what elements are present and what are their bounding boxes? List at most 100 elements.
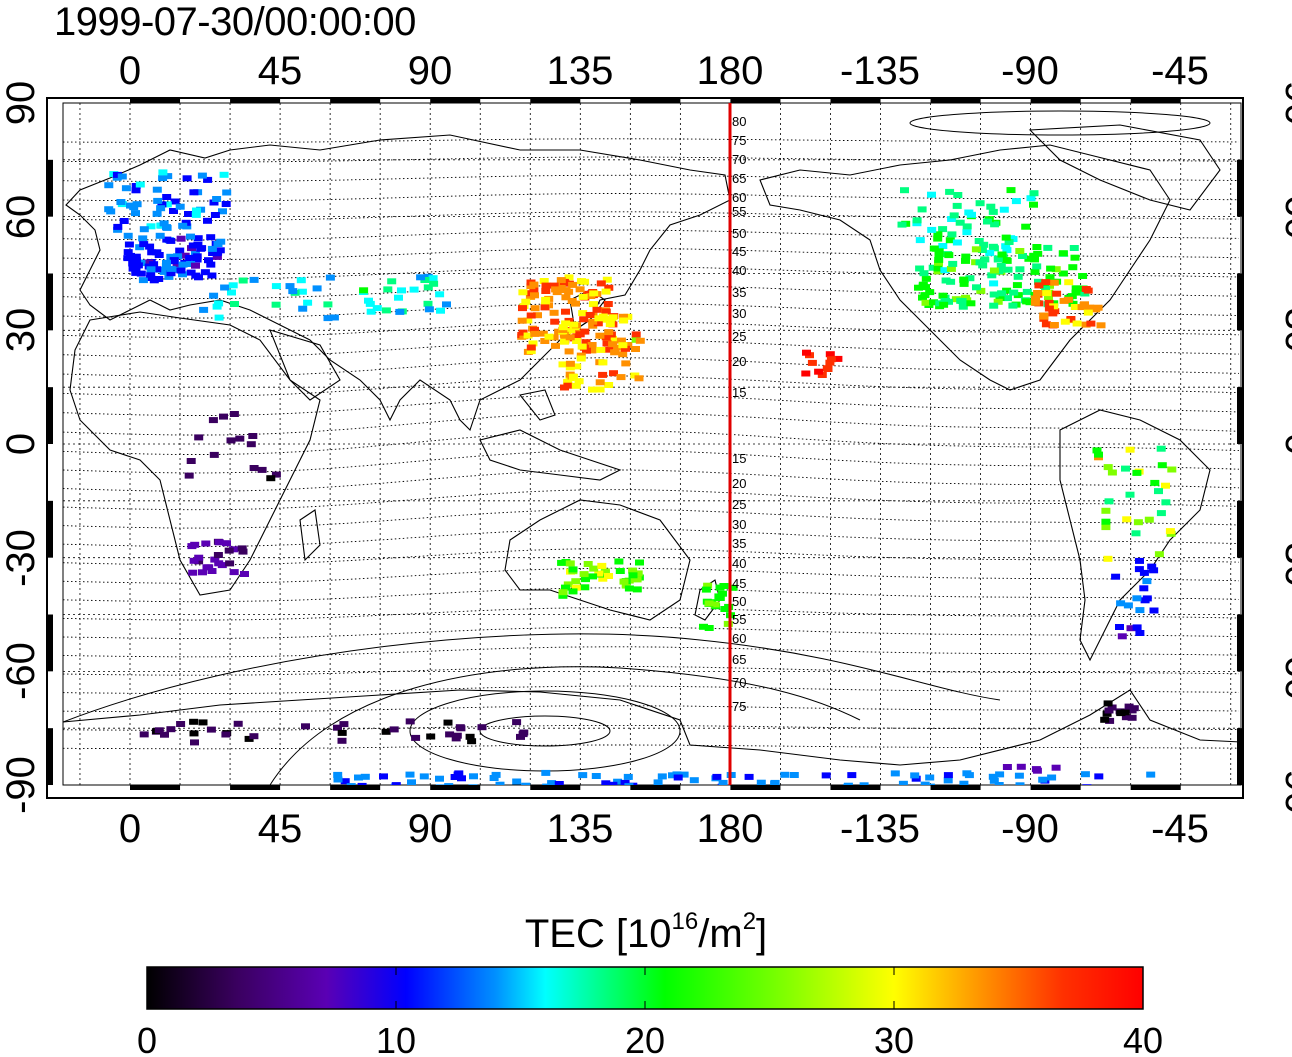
- tec-pixel: [303, 299, 313, 306]
- tec-pixel: [957, 298, 967, 304]
- tec-pixel: [588, 301, 598, 308]
- tec-pixel: [990, 221, 1000, 228]
- tec-pixel: [1070, 304, 1080, 310]
- tec-pixel: [595, 379, 605, 386]
- tec-pixel: [190, 541, 200, 548]
- tec-pixel: [164, 273, 174, 280]
- tec-pixel: [162, 259, 171, 266]
- coastline-9: [1028, 124, 1221, 211]
- tec-pixel: [104, 182, 114, 189]
- colorbar-ticks: 0 10 20 30 40: [137, 967, 1163, 1057]
- tec-pixel: [989, 291, 999, 298]
- coastline-8: [759, 144, 1171, 391]
- tec-pixel: [1030, 256, 1039, 263]
- right-lat-label: 60: [1277, 195, 1292, 240]
- tec-pixel: [186, 458, 196, 464]
- tec-pixel: [1123, 602, 1133, 609]
- tec-pixel: [718, 590, 727, 597]
- tec-pixel: [1049, 279, 1059, 286]
- tec-pixel: [185, 254, 195, 261]
- tec-pixel: [1132, 469, 1142, 476]
- tec-pixel: [833, 355, 843, 362]
- tec-pixel: [1032, 767, 1042, 774]
- tec-pixel: [271, 301, 281, 308]
- tec-pixel: [770, 779, 780, 785]
- tec-pixel: [526, 312, 536, 319]
- tec-pixel: [941, 277, 951, 284]
- tec-pixel: [139, 241, 149, 248]
- tec-pixel: [558, 589, 568, 596]
- tec-pixel: [541, 282, 551, 289]
- tec-pixel: [631, 331, 641, 338]
- tec-pixel: [953, 192, 963, 198]
- tec-pixel: [423, 300, 433, 307]
- tec-pixel: [333, 776, 343, 783]
- tec-pixel: [194, 274, 203, 281]
- tec-pixel: [1039, 282, 1049, 289]
- tec-pixel: [1022, 288, 1032, 295]
- tec-pixel: [568, 281, 578, 288]
- tec-pixel: [214, 539, 224, 546]
- tec-pixel: [628, 567, 638, 574]
- meridian-label: 40: [732, 556, 746, 571]
- tec-pixel: [112, 171, 122, 178]
- tec-pixel: [581, 576, 590, 583]
- meridian-label: 30: [732, 517, 746, 532]
- tec-pixel: [131, 256, 141, 263]
- meridian-label: 45: [732, 244, 746, 259]
- tec-pixel: [423, 284, 433, 291]
- meridian-label: 30: [732, 306, 746, 321]
- colorbar-tick-label: 30: [874, 1020, 914, 1057]
- right-lat-label: -90: [1277, 756, 1292, 814]
- tec-pixel: [1077, 304, 1087, 311]
- left-lat-labels: 90 60 30 0 -30 -60 -90: [0, 81, 43, 814]
- bottom-lon-label: 180: [697, 807, 764, 851]
- tec-pixel: [1127, 707, 1137, 714]
- tec-pixel: [563, 378, 573, 385]
- tec-pixel: [994, 782, 1004, 785]
- tec-pixel: [989, 280, 999, 287]
- tec-pixel: [405, 718, 415, 725]
- tec-pixel: [1041, 321, 1051, 328]
- tec-pixel: [579, 571, 589, 578]
- tec-pixel: [477, 724, 487, 731]
- tec-pixel: [153, 197, 163, 204]
- tec-pixel: [1070, 254, 1080, 261]
- tec-pixel: [618, 342, 628, 349]
- tec-pixel: [1004, 239, 1014, 245]
- tec-pixel: [1068, 264, 1078, 271]
- bottom-lon-label: 0: [119, 807, 141, 851]
- tec-pixel: [961, 257, 970, 264]
- tec-pixel: [146, 271, 156, 278]
- tec-pixel: [585, 312, 595, 318]
- tec-pixel: [1154, 488, 1163, 495]
- tec-pixel: [212, 303, 222, 310]
- tec-pixel: [544, 333, 554, 340]
- tec-pixel: [563, 382, 573, 389]
- tec-pixel: [602, 340, 612, 347]
- tec-pixel: [1002, 287, 1012, 294]
- tec-pixel: [379, 773, 388, 780]
- tec-pixel: [947, 231, 957, 238]
- tec-pixel: [1001, 243, 1011, 250]
- meridian-label: 70: [732, 675, 746, 690]
- coastline-12: [299, 509, 321, 562]
- tec-pixel: [988, 208, 998, 215]
- tec-pixel: [123, 232, 133, 239]
- tec-pixel: [512, 778, 522, 785]
- tec-pixel: [533, 312, 542, 319]
- tec-pixel: [450, 774, 460, 780]
- tec-pixel: [847, 772, 857, 779]
- tec-pixel: [1048, 310, 1058, 317]
- tec-pixel: [1033, 250, 1043, 257]
- tec-pixel: [212, 196, 222, 202]
- tec-pixel: [955, 219, 965, 226]
- tec-pixel: [587, 347, 597, 354]
- tec-pixel: [158, 169, 168, 176]
- tec-pixel: [1161, 482, 1170, 489]
- tec-pixel: [557, 559, 567, 566]
- coastline-2: [269, 329, 341, 401]
- meridian-label: 55: [732, 204, 746, 219]
- tec-pixel: [521, 298, 531, 305]
- tec-pixel: [603, 301, 613, 307]
